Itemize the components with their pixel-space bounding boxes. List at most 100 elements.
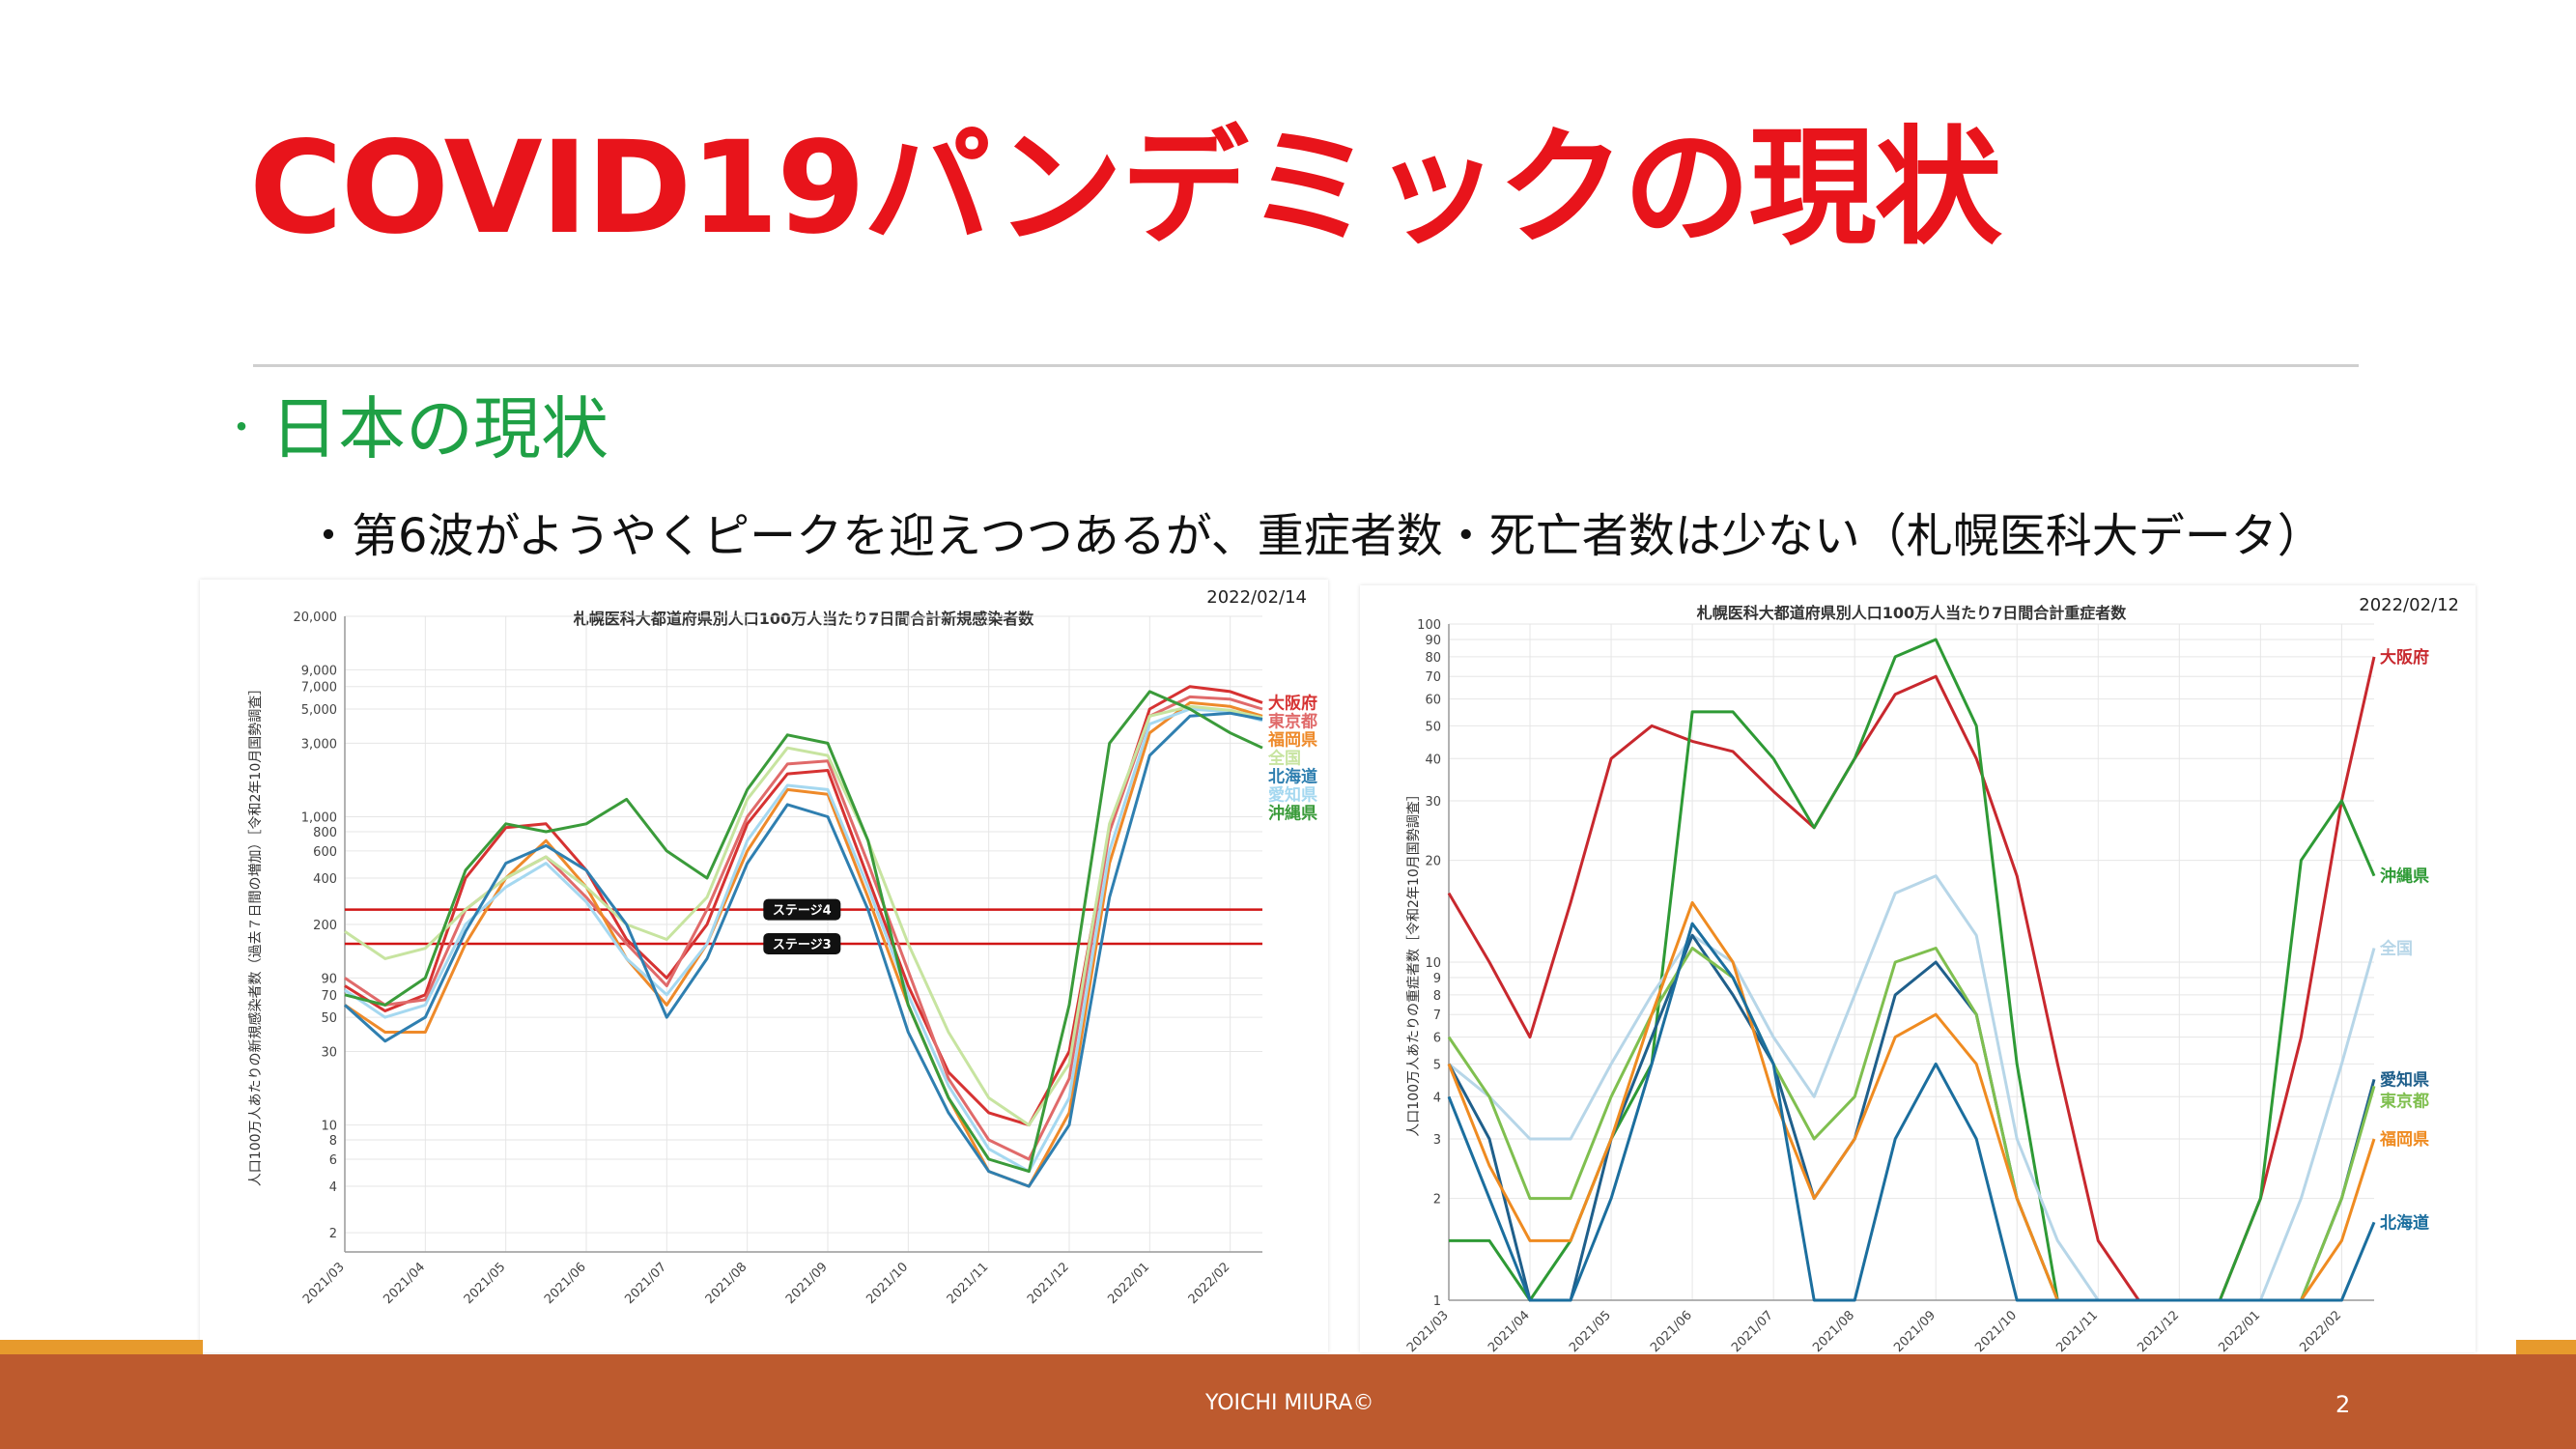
chart1-x-tick-label: 2021/05 — [462, 1260, 509, 1307]
chart2-x-tick-label: 2021/10 — [1972, 1308, 2020, 1352]
chart1-y-tick-label: 20,000 — [294, 611, 338, 625]
chart1-stage-label: ステージ4 — [773, 904, 832, 919]
chart1-x-tick-label: 2021/03 — [300, 1260, 348, 1307]
chart1-y-tick-label: 800 — [313, 826, 337, 840]
chart1-stage-label: ステージ3 — [773, 938, 832, 952]
chart2-y-tick-label: 60 — [1425, 694, 1441, 708]
chart2-x-tick-label: 2021/09 — [1891, 1308, 1939, 1352]
chart1-y-tick-label: 200 — [313, 919, 337, 933]
new-cases-chart: 札幌医科大都道府県別人口100万人当たり7日間合計新規感染者数 2022/02/1… — [200, 580, 1328, 1352]
chart1-series-label: 全国 — [1267, 748, 1301, 768]
chart2-series-label: 沖縄県 — [2380, 867, 2429, 887]
severe-cases-chart: 札幌医科大都道府県別人口100万人当たり7日間合計重症者数 2022/02/12 1… — [1360, 585, 2476, 1355]
chart2-y-tick-label: 9 — [1433, 972, 1441, 986]
chart1-series-label: 大阪府 — [1268, 693, 1317, 713]
chart1-y-tick-label: 3,000 — [301, 737, 337, 752]
chart2-series-line — [1447, 933, 2376, 1302]
chart2-x-tick-label: 2021/06 — [1648, 1308, 1695, 1352]
chart2-series-line — [1447, 656, 2376, 1302]
chart1-x-tick-label: 2021/11 — [945, 1260, 992, 1307]
footer-accent-left — [0, 1340, 203, 1354]
chart1-series-line — [344, 707, 1263, 1174]
footer-accent-right — [2516, 1340, 2576, 1354]
chart1-x-tick-label: 2021/09 — [783, 1260, 831, 1307]
chart2-x-tick-label: 2022/01 — [2216, 1308, 2263, 1352]
chart1-stage-badge — [763, 932, 841, 954]
chart1-series-label: 東京都 — [1268, 711, 1317, 731]
chart1-series-label: 北海道 — [1268, 766, 1317, 786]
chart1-y-tick-label: 30 — [321, 1045, 337, 1060]
chart1-series-line — [344, 704, 1263, 1127]
section-bullet: ・ — [222, 406, 261, 450]
chart1-y-tick-label: 10 — [321, 1120, 337, 1134]
section-heading-text: 日本の現状 — [270, 389, 609, 469]
chart1-series-line — [344, 695, 1263, 1161]
chart2-series-line — [1447, 947, 2376, 1302]
chart1-y-tick-label: 70 — [321, 989, 337, 1004]
chart2-y-axis-label: 人口100万人あたりの重症者数［令和2年10月国勢調査］ — [1406, 787, 1422, 1136]
chart1-series-line — [344, 690, 1263, 1174]
chart1-title: 札幌医科大都道府県別人口100万人当たり7日間合計新規感染者数 — [573, 610, 1035, 628]
chart1-y-tick-label: 6 — [329, 1153, 337, 1168]
chart2-y-tick-label: 30 — [1425, 795, 1441, 810]
chart1-series-label: 愛知県 — [1268, 784, 1317, 805]
chart1-y-tick-label: 600 — [313, 845, 337, 860]
chart2-y-tick-label: 4 — [1433, 1091, 1441, 1105]
chart1-y-tick-label: 50 — [321, 1011, 337, 1026]
chart1-x-tick-label: 2021/12 — [1025, 1260, 1072, 1307]
chart2-x-tick-label: 2021/03 — [1404, 1308, 1452, 1352]
chart1-stage-badge — [763, 898, 841, 921]
chart1-x-tick-label: 2022/01 — [1105, 1260, 1152, 1307]
chart2-x-tick-label: 2021/12 — [2135, 1308, 2182, 1352]
chart2-date: 2022/02/12 — [2359, 595, 2459, 615]
chart2-y-tick-label: 5 — [1433, 1058, 1441, 1072]
chart1-y-tick-label: 7,000 — [301, 681, 337, 696]
page-number: 2 — [2335, 1391, 2351, 1418]
chart2-x-tick-label: 2022/02 — [2297, 1308, 2344, 1352]
chart1-y-tick-label: 5,000 — [301, 703, 337, 718]
chart2-y-tick-label: 40 — [1425, 753, 1441, 767]
chart2-x-tick-label: 2021/11 — [2053, 1308, 2101, 1352]
new-cases-chart-svg: 札幌医科大都道府県別人口100万人当たり7日間合計新規感染者数 2022/02/1… — [247, 587, 1317, 1307]
chart2-series-label: 全国 — [2379, 939, 2413, 959]
chart2-series-label: 福岡県 — [2379, 1129, 2429, 1150]
chart1-series-line — [343, 711, 1263, 1188]
chart2-x-tick-label: 2021/04 — [1486, 1308, 1533, 1352]
title-divider — [253, 364, 2359, 367]
chart1-series-label: 沖縄県 — [1268, 803, 1317, 823]
section-heading: ・日本の現状 — [222, 375, 609, 472]
chart1-series-line — [344, 700, 1263, 1188]
chart2-series-label: 愛知県 — [2380, 1069, 2429, 1090]
chart2-series-label: 大阪府 — [2380, 647, 2429, 668]
chart2-y-tick-label: 10 — [1425, 956, 1441, 971]
chart1-x-tick-label: 2021/06 — [542, 1260, 589, 1307]
chart1-y-tick-label: 4 — [329, 1180, 337, 1195]
footer-bar — [0, 1354, 2576, 1449]
chart1-x-tick-label: 2021/04 — [381, 1260, 428, 1307]
chart2-y-tick-label: 90 — [1425, 634, 1441, 648]
chart1-y-tick-label: 8 — [329, 1134, 337, 1149]
slide-title: COVID19パンデミックの現状 — [249, 114, 2002, 263]
chart1-x-tick-label: 2021/08 — [703, 1260, 750, 1307]
chart2-y-tick-label: 50 — [1425, 720, 1441, 734]
chart1-series-label: 福岡県 — [1267, 729, 1317, 750]
chart2-y-tick-label: 2 — [1433, 1193, 1441, 1208]
chart2-series-label: 東京都 — [2380, 1091, 2429, 1111]
chart1-y-axis-label: 人口100万人あたりの新規感染者数（過去７日間の増加）［令和2年10月国勢調査］ — [247, 682, 264, 1186]
chart2-y-tick-label: 8 — [1433, 989, 1441, 1004]
chart1-date: 2022/02/14 — [1206, 587, 1307, 608]
chart2-y-tick-label: 1 — [1433, 1294, 1441, 1309]
severe-cases-chart-svg: 札幌医科大都道府県別人口100万人当たり7日間合計重症者数 2022/02/12 1… — [1404, 595, 2459, 1355]
chart2-y-tick-label: 100 — [1417, 618, 1441, 633]
chart2-title: 札幌医科大都道府県別人口100万人当たり7日間合計重症者数 — [1696, 604, 2128, 622]
chart2-x-tick-label: 2021/07 — [1729, 1308, 1776, 1352]
sub-bullet: ・第6波がようやくピークを迎えつつあるが、重症者数・死亡者数は少ない（札幌医科大… — [305, 509, 2324, 563]
chart1-x-tick-label: 2022/02 — [1186, 1260, 1233, 1307]
chart2-y-tick-label: 6 — [1433, 1032, 1441, 1046]
chart2-x-tick-label: 2021/08 — [1810, 1308, 1857, 1352]
chart1-x-tick-label: 2021/10 — [863, 1260, 911, 1307]
chart2-y-tick-label: 80 — [1425, 651, 1441, 666]
chart2-series-label: 北海道 — [2380, 1212, 2429, 1233]
chart2-y-tick-label: 70 — [1425, 670, 1441, 685]
chart2-y-tick-label: 7 — [1433, 1009, 1441, 1023]
